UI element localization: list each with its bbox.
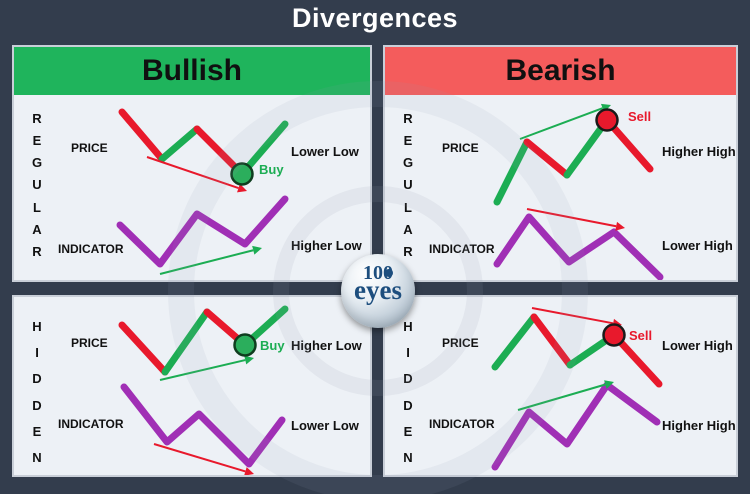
eye-pupil-icon xyxy=(385,269,393,277)
indicator-label: INDICATOR xyxy=(58,417,124,431)
bullish-header: Bullish xyxy=(14,47,370,95)
price-note: Lower High xyxy=(662,338,733,353)
indicator-note: Higher High xyxy=(662,418,736,433)
page-title: Divergences xyxy=(291,3,459,33)
indicator-note: Lower High xyxy=(662,238,733,253)
buy-signal-label: Buy xyxy=(259,162,284,177)
price-note: Lower Low xyxy=(291,144,359,159)
hidden-bearish-chart xyxy=(491,307,663,471)
price-label: PRICE xyxy=(442,141,479,155)
regular-bullish-chart xyxy=(116,108,289,275)
logo-eyes-text: eyes xyxy=(354,275,402,305)
price-note: Higher High xyxy=(662,144,736,159)
sell-signal-label: Sell xyxy=(629,328,653,343)
price-note: Higher Low xyxy=(291,338,362,353)
indicator-note: Lower Low xyxy=(291,418,359,433)
price-label: PRICE xyxy=(71,141,108,155)
regular-bearish-chart xyxy=(493,103,664,280)
sell-signal-label: Sell xyxy=(628,109,652,124)
logo-100-text: 100 xyxy=(363,262,393,284)
indicator-note: Higher Low xyxy=(291,238,362,253)
indicator-label: INDICATOR xyxy=(429,242,495,256)
100eyes-logo: 100 eyes xyxy=(341,254,415,328)
price-label: PRICE xyxy=(442,336,479,350)
hidden-bullish-chart xyxy=(118,305,289,475)
buy-signal-label: Buy xyxy=(260,338,285,353)
indicator-label: INDICATOR xyxy=(58,242,124,256)
bearish-header: Bearish xyxy=(385,47,736,95)
price-label: PRICE xyxy=(71,336,108,350)
indicator-label: INDICATOR xyxy=(429,417,495,431)
